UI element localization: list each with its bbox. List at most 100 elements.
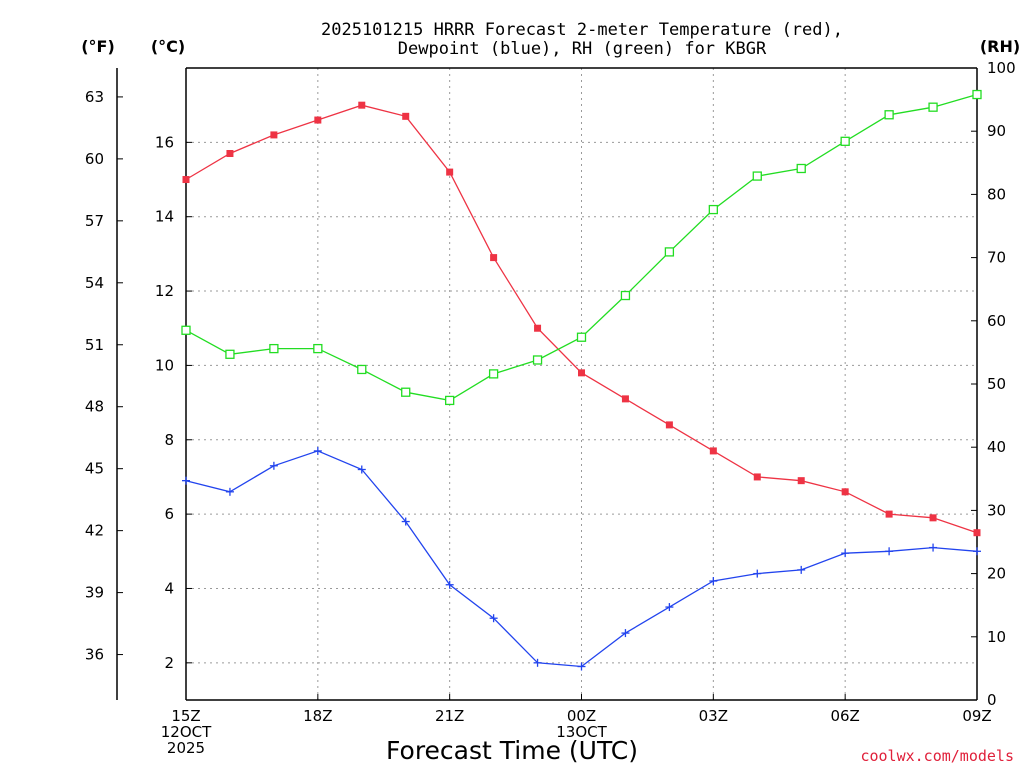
rh-point	[181, 325, 191, 335]
celsius-tick-label: 16	[155, 133, 174, 151]
fahrenheit-tick-label: 39	[85, 584, 104, 602]
temperature-point	[929, 514, 937, 522]
temperature-point	[534, 324, 542, 332]
rh-point	[708, 204, 718, 215]
title-line: Dewpoint (blue), RH (green) for KBGR	[398, 39, 767, 59]
celsius-tick-label: 8	[164, 431, 174, 449]
x-tick-label: 00Z	[567, 707, 596, 725]
dewpoint-point	[357, 465, 366, 474]
x-tick-label: 06Z	[830, 707, 859, 725]
rh-point	[576, 332, 587, 342]
rh-tick-label: 10	[987, 628, 1006, 646]
rh-point	[488, 369, 499, 379]
rh-tick-label: 70	[987, 249, 1006, 267]
dewpoint-point	[445, 580, 454, 589]
x-tick-label: 09Z	[962, 707, 991, 725]
rh-point	[884, 110, 894, 120]
title-line: 2025101215 HRRR Forecast 2-meter Tempera…	[321, 20, 843, 40]
celsius-unit-label: (°C)	[151, 37, 185, 56]
fahrenheit-tick-label: 42	[85, 522, 104, 540]
rh-point	[313, 343, 323, 354]
temperature-point	[314, 116, 322, 124]
fahrenheit-tick-label: 36	[85, 646, 104, 664]
credit-label: coolwx.com/models	[860, 747, 1014, 765]
celsius-tick-label: 10	[155, 356, 174, 374]
dewpoint-point	[182, 476, 190, 485]
dewpoint-point	[533, 658, 542, 667]
rh-point	[972, 89, 982, 100]
dewpoint-point	[621, 629, 630, 638]
x-tick-label: 21Z	[435, 707, 464, 725]
rh-tick-label: 80	[987, 185, 1006, 203]
rh-point	[620, 290, 631, 301]
rh-point	[225, 349, 235, 359]
temperature-point	[446, 168, 454, 176]
rh-point	[752, 171, 762, 181]
temperature-point	[973, 529, 981, 537]
series	[181, 89, 982, 671]
dewpoint-point	[577, 662, 586, 671]
x-tick-label: 03Z	[699, 707, 728, 725]
temperature-point	[621, 395, 629, 403]
temperature-point	[709, 447, 717, 455]
x-tick-label: 15Z	[171, 707, 200, 725]
rh-tick-label: 20	[987, 565, 1006, 583]
celsius-tick-label: 4	[164, 579, 174, 597]
rh-tick-label: 100	[987, 59, 1016, 77]
fahrenheit-unit-label: (°F)	[81, 37, 115, 56]
celsius-tick-label: 12	[155, 282, 174, 300]
rh-tick-label: 40	[987, 438, 1006, 456]
temperature-point	[841, 488, 849, 496]
celsius-tick-label: 6	[164, 505, 174, 523]
rh-point	[664, 247, 675, 257]
temperature-point	[226, 150, 234, 158]
dewpoint-point	[753, 569, 762, 578]
x-tick-label: 13OCT	[556, 723, 607, 741]
temperature-point	[665, 421, 673, 429]
temperature-point	[753, 473, 761, 481]
temperature-point	[490, 254, 498, 262]
dewpoint-point	[313, 446, 322, 455]
rh-tick-label: 90	[987, 122, 1006, 140]
dewpoint-point	[841, 549, 850, 558]
fahrenheit-tick-label: 51	[85, 336, 104, 354]
rh-point	[532, 355, 543, 365]
rh-tick-label: 60	[987, 312, 1006, 330]
temperature-line	[185, 104, 978, 534]
x-tick-label: 12OCT	[161, 723, 212, 741]
rh-tick-label: 0	[987, 691, 997, 709]
temperature-point	[358, 101, 366, 109]
fahrenheit-tick-label: 57	[85, 212, 104, 230]
rh-point	[401, 387, 411, 397]
dewpoint-point	[797, 565, 806, 574]
fahrenheit-tick-label: 48	[85, 398, 104, 416]
dewpoint-point	[885, 547, 894, 556]
x-tick-label: 18Z	[303, 707, 332, 725]
temperature-point	[182, 176, 190, 184]
chart-title: 2025101215 HRRR Forecast 2-meter Tempera…	[321, 20, 843, 59]
fahrenheit-tick-label: 60	[85, 150, 104, 168]
dewpoint-point	[489, 614, 498, 623]
temperature-point	[578, 369, 585, 377]
celsius-tick-label: 2	[164, 654, 174, 672]
x-tick-label: 2025	[167, 739, 205, 757]
ticks: 2 4 6 8 10 12 14 16 36 39 42 45 48 51 54 57 60 63 0 10 20 30 4…	[85, 59, 1016, 757]
rh-point	[928, 102, 938, 112]
x-axis-title: Forecast Time (UTC)	[386, 736, 638, 765]
rh-unit-label: (RH)	[980, 37, 1020, 56]
temperature-point	[885, 510, 893, 518]
rh-tick-label: 30	[987, 501, 1006, 519]
dewpoint-point	[225, 487, 234, 496]
fahrenheit-tick-label: 45	[85, 460, 104, 478]
temperature-point	[402, 112, 410, 120]
dewpoint-point	[665, 603, 674, 612]
axes	[116, 67, 978, 701]
fahrenheit-tick-label: 54	[85, 274, 104, 292]
dewpoint-point	[709, 577, 718, 586]
rh-point	[840, 136, 850, 146]
grid	[186, 68, 977, 700]
rh-point	[357, 364, 367, 375]
rh-point	[269, 343, 279, 354]
rh-tick-label: 50	[987, 375, 1006, 393]
